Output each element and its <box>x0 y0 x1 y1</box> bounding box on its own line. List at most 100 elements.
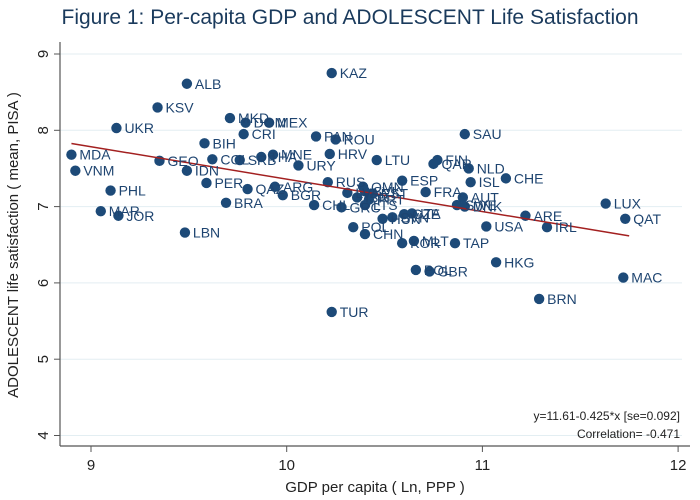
point-label: LVA <box>355 185 380 201</box>
point-label: MAR <box>109 203 140 219</box>
point-label: CZE <box>412 206 440 222</box>
point-label: BRN <box>547 291 577 307</box>
point-label: FRA <box>434 184 463 200</box>
data-point <box>234 154 245 166</box>
point-label: CRI <box>252 126 276 142</box>
y-tick-label: 9 <box>35 50 52 58</box>
data-point <box>310 131 322 142</box>
point-label: EST <box>381 186 409 202</box>
point-label: MLT <box>422 233 449 249</box>
point-label: TAP <box>463 235 489 251</box>
y-tick-label: 5 <box>35 355 52 363</box>
point-label: BRA <box>234 195 263 211</box>
point-label: PER <box>214 175 243 191</box>
data-point <box>224 112 236 124</box>
gridlines <box>60 53 682 436</box>
point-label: BGR <box>291 187 321 203</box>
data-point <box>457 192 469 203</box>
point-label: FIN <box>445 152 468 168</box>
point-label: RUS <box>336 174 366 190</box>
y-tick-label: 8 <box>35 126 52 134</box>
data-point <box>449 238 461 249</box>
point-label: DOM <box>254 115 287 131</box>
data-point <box>408 235 420 247</box>
data-point <box>490 257 502 268</box>
point-label: USA <box>494 218 523 234</box>
data-point <box>465 176 476 188</box>
point-label: BIH <box>213 135 236 151</box>
data-point <box>269 181 281 192</box>
data-point <box>410 264 422 276</box>
x-axis-title: GDP per capita ( Ln, PPP ) <box>285 479 465 496</box>
point-label: KOR <box>410 235 440 251</box>
point-label: MNE <box>281 147 312 163</box>
data-point <box>267 149 279 160</box>
data-point <box>359 228 371 240</box>
point-label: PAN <box>324 128 352 144</box>
data-point <box>326 67 337 79</box>
data-point <box>371 154 382 166</box>
point-label: ITA <box>420 205 441 221</box>
point-label: PHL <box>119 183 146 199</box>
data-point <box>424 266 435 277</box>
x-tick-label: 11 <box>475 457 491 474</box>
point-label: VNM <box>83 163 114 179</box>
data-point <box>242 183 253 195</box>
point-label: OMN <box>371 179 404 195</box>
x-tick-label: 10 <box>278 457 295 474</box>
point-label: TUR <box>340 304 369 320</box>
data-point <box>263 117 275 128</box>
point-label: IDN <box>195 163 219 179</box>
point-label: LTS <box>373 197 398 213</box>
data-point <box>277 189 288 201</box>
data-point <box>377 213 388 225</box>
point-label: ISR <box>365 189 388 205</box>
point-label: GEO <box>167 153 198 169</box>
point-label: POL <box>424 262 452 278</box>
data-point <box>179 227 191 238</box>
y-tick-label: 4 <box>35 431 52 439</box>
data-point <box>111 122 122 134</box>
point-label: SRB <box>248 152 277 168</box>
chart-title: Figure 1: Per-capita GDP and ADOLESCENT … <box>61 6 639 29</box>
data-point <box>240 117 251 128</box>
point-label: AUT <box>471 189 499 205</box>
data-point <box>420 186 431 198</box>
point-label: HKG <box>504 254 534 270</box>
point-label: LUX <box>614 196 642 212</box>
point-label: POL <box>361 219 389 235</box>
y-axis-title: ADOLESCENT life satisfaction ( mean, PIS… <box>5 92 22 398</box>
data-point <box>220 197 232 208</box>
point-label: SAU <box>473 126 502 142</box>
point-label: CHL <box>322 197 350 213</box>
data-point <box>359 199 371 211</box>
data-point <box>181 78 193 89</box>
point-label: URY <box>306 157 336 173</box>
data-point <box>201 177 212 189</box>
point-label: KAZ <box>340 65 368 81</box>
data-point <box>428 158 439 170</box>
data-point <box>600 198 611 209</box>
data-point <box>330 134 341 145</box>
data-point <box>348 222 359 233</box>
data-point <box>463 163 474 174</box>
y-tick-label: 7 <box>35 202 52 210</box>
point-label: GBR <box>438 263 468 279</box>
point-label: NLD <box>477 160 505 176</box>
point-label: ARE <box>533 208 562 224</box>
point-label: PRT <box>377 192 405 208</box>
data-points <box>66 67 631 318</box>
data-point <box>351 192 363 203</box>
data-point <box>308 199 320 211</box>
x-tick-label: 9 <box>87 457 95 474</box>
point-label: SVK <box>373 183 402 199</box>
point-label: SVN <box>400 209 429 225</box>
data-point <box>113 210 124 221</box>
point-label: MKD <box>238 110 269 126</box>
point-label: MDA <box>79 147 111 163</box>
data-point <box>70 165 81 176</box>
data-point <box>396 175 408 186</box>
data-point <box>105 185 116 196</box>
data-point <box>207 154 218 165</box>
